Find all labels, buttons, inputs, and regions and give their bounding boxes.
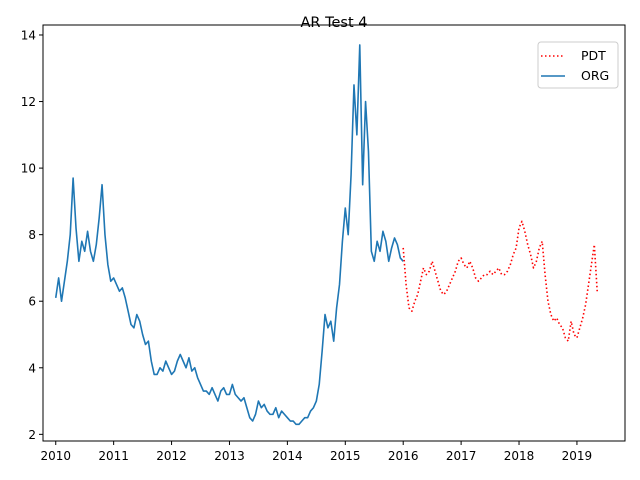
series-line-pdt	[402, 220, 598, 342]
legend-label-pdt: PDT	[581, 48, 606, 63]
x-tick-label: 2014	[272, 449, 303, 463]
x-tick-label: 2018	[504, 449, 535, 463]
y-tick-label: 12	[21, 95, 36, 109]
y-tick-label: 6	[28, 295, 36, 309]
x-tick-label: 2012	[156, 449, 187, 463]
x-tick-label: 2010	[40, 449, 71, 463]
x-tick-label: 2015	[330, 449, 361, 463]
chart-title: AR Test 4	[301, 15, 368, 31]
series-line-org	[54, 44, 404, 426]
x-tick-label: 2013	[214, 449, 245, 463]
y-tick-label: 8	[28, 228, 36, 242]
plot-frame	[42, 24, 626, 442]
y-tick-label: 2	[28, 428, 36, 442]
y-tick-label: 10	[21, 162, 36, 176]
x-axis: 2010 2011 2012 2013 2014 2015 2016 2017 2018 2019	[40, 441, 592, 463]
x-tick-label: 2019	[562, 449, 593, 463]
legend: PDT ORG	[537, 41, 619, 89]
y-tick-label: 4	[28, 361, 36, 375]
x-tick-label: 2016	[388, 449, 419, 463]
legend-label-org: ORG	[581, 68, 609, 83]
y-axis: 2 4 6 8 10 12 14	[21, 28, 43, 442]
y-tick-label: 14	[21, 28, 36, 42]
series-layer	[54, 44, 598, 426]
x-tick-label: 2011	[98, 449, 129, 463]
x-tick-label: 2017	[446, 449, 477, 463]
